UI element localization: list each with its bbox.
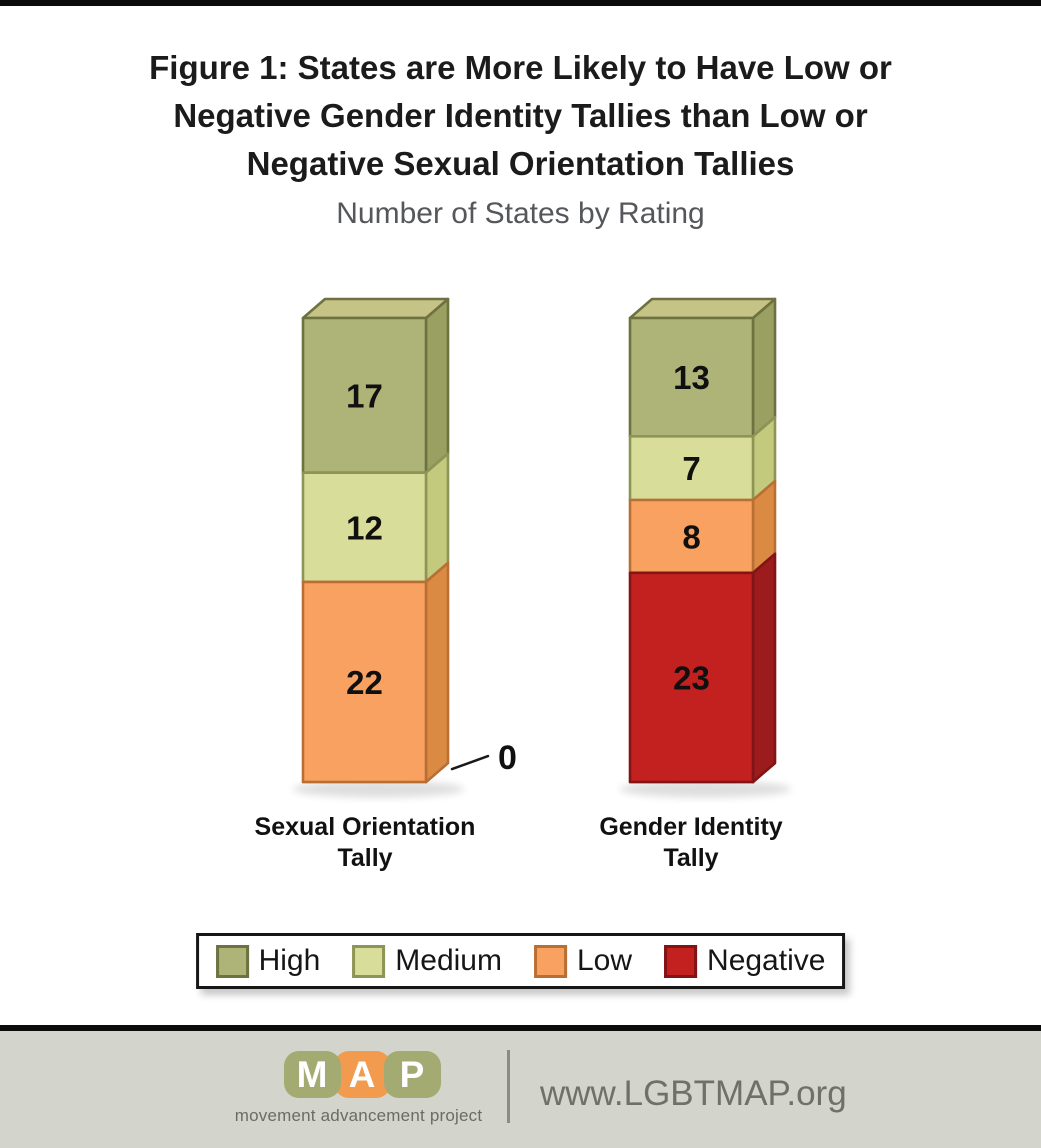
category-label-sexual-orientation: Sexual Orientation Tally bbox=[215, 812, 515, 874]
category-label-line: Sexual Orientation bbox=[254, 813, 476, 841]
segment-low-side bbox=[751, 479, 777, 575]
footer-divider bbox=[507, 1050, 510, 1123]
figure-title-line-3: Negative Sexual Orientation Tallies bbox=[246, 145, 795, 182]
legend-item-high: High bbox=[215, 944, 321, 978]
segment-negative-side bbox=[751, 552, 777, 784]
zero-callout-value: 0 bbox=[498, 739, 517, 777]
segment-high-top bbox=[301, 297, 450, 320]
legend-item-medium: Medium bbox=[352, 944, 502, 978]
segment-high-top bbox=[628, 297, 777, 320]
legend-item-low: Low bbox=[533, 944, 633, 978]
segment-high-front bbox=[301, 316, 428, 475]
legend-swatch-medium bbox=[352, 944, 386, 978]
category-label-line: Gender Identity bbox=[599, 813, 783, 841]
segment-low-value: 22 bbox=[346, 664, 383, 701]
top-accent-bar bbox=[0, 0, 1041, 6]
segment-medium-side bbox=[751, 415, 777, 502]
segment-medium-front bbox=[628, 434, 755, 502]
segment-low-front bbox=[301, 580, 428, 784]
category-label-line: Tally bbox=[663, 844, 719, 872]
legend: High Medium Low Negative bbox=[195, 933, 846, 989]
segment-medium-side bbox=[424, 452, 450, 584]
category-label-line: Tally bbox=[337, 844, 393, 872]
figure-title-line-2: Negative Gender Identity Tallies than Lo… bbox=[173, 97, 868, 134]
bar-shadow bbox=[619, 780, 792, 798]
legend-swatch-high bbox=[215, 944, 249, 978]
legend-swatch-low bbox=[533, 944, 567, 978]
segment-high-value: 13 bbox=[673, 359, 710, 396]
figure-title: Figure 1: States are More Likely to Have… bbox=[0, 44, 1041, 188]
logo-tagline: movement advancement project bbox=[234, 1106, 486, 1126]
logo-tagline-text: movement advancement project bbox=[234, 1106, 483, 1125]
zero-callout-line bbox=[450, 754, 490, 771]
segment-high-front bbox=[628, 316, 755, 438]
logo-tile-p: P bbox=[383, 1051, 441, 1098]
segment-negative-value: 23 bbox=[673, 659, 710, 696]
segment-high-side bbox=[424, 297, 450, 475]
logo-tile-a: A bbox=[333, 1051, 391, 1098]
legend-label-negative: Negative bbox=[707, 944, 826, 977]
website-url: www.LGBTMAP.org bbox=[540, 1074, 847, 1113]
footer: M A P movement advancement project www.L… bbox=[0, 1025, 1041, 1148]
category-label-gender-identity: Gender Identity Tally bbox=[541, 812, 841, 874]
segment-high-side bbox=[751, 297, 777, 438]
map-logo-tiles: M A P bbox=[238, 1051, 486, 1098]
chart-subtitle: Number of States by Rating bbox=[336, 197, 705, 230]
legend-label-medium: Medium bbox=[395, 944, 502, 977]
segment-medium-value: 12 bbox=[346, 509, 383, 546]
segment-medium-front bbox=[301, 471, 428, 584]
legend-label-low: Low bbox=[576, 944, 633, 977]
segment-low-value: 8 bbox=[682, 518, 700, 555]
figure-title-line-1: Figure 1: States are More Likely to Have… bbox=[149, 49, 892, 86]
segment-negative-front bbox=[628, 571, 755, 784]
bar-shadow bbox=[292, 780, 465, 798]
legend-swatch-negative bbox=[664, 944, 698, 978]
segment-high-value: 17 bbox=[346, 377, 383, 414]
legend-item-negative: Negative bbox=[664, 944, 825, 978]
segment-low-front bbox=[628, 498, 755, 575]
logo-tile-m: M bbox=[283, 1051, 341, 1098]
legend-label-high: High bbox=[258, 944, 321, 977]
segment-low-side bbox=[424, 561, 450, 784]
map-logo: M A P movement advancement project bbox=[234, 1051, 486, 1126]
segment-medium-value: 7 bbox=[682, 450, 700, 487]
